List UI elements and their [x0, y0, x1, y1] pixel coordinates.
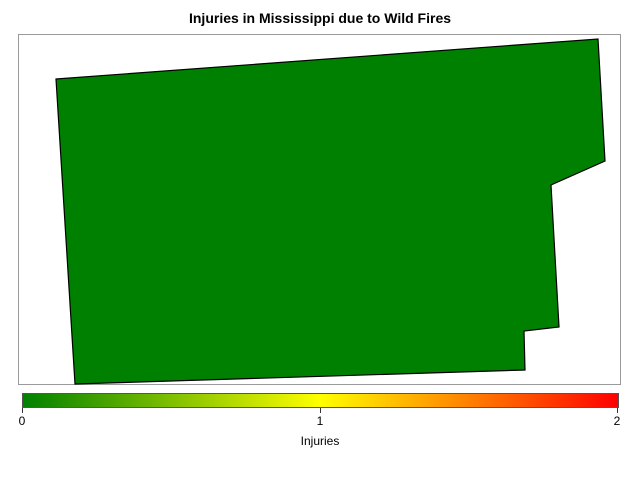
map-title: Injuries in Mississippi due to Wild Fire…: [188, 10, 452, 26]
legend-tick-label: 1: [316, 414, 324, 428]
legend-tick-mark: [22, 408, 23, 413]
legend-tick-mark: [320, 408, 321, 413]
legend-tick-label: 0: [18, 414, 26, 428]
legend-tick-mark: [617, 408, 618, 413]
legend-title: Injuries: [300, 434, 340, 448]
legend-tick-label: 2: [613, 414, 621, 428]
map-region: [55, 38, 606, 385]
color-scale-bar: [22, 393, 619, 408]
